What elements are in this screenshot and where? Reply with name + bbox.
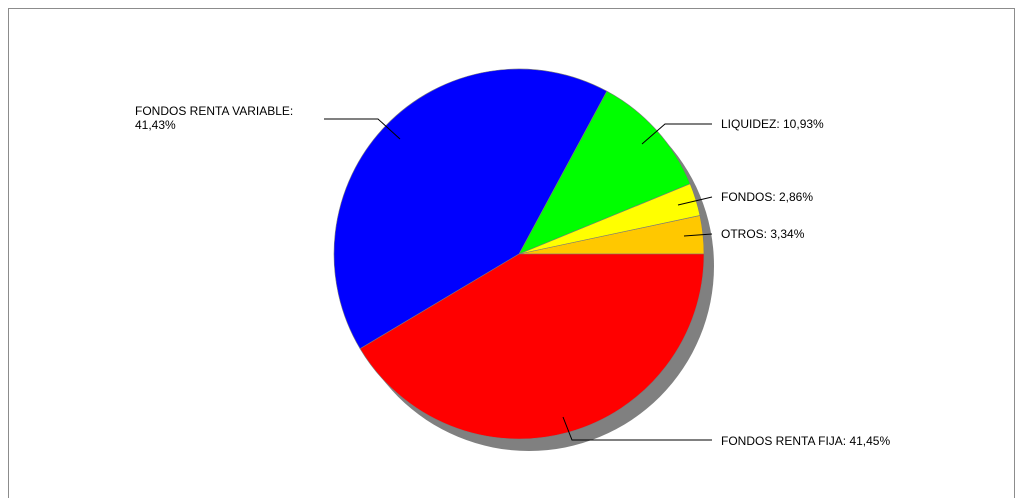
slice-label-otros: OTROS: 3,34% [721, 227, 805, 241]
slice-label-fondos-renta-variable: FONDOS RENTA VARIABLE: 41,43% [135, 104, 293, 132]
pie-slices [333, 68, 705, 440]
pie-slice-liquidez [518, 90, 691, 255]
leader-line-fondos [677, 196, 713, 206]
pie-slice-fondos-renta-fija [359, 253, 705, 440]
slice-label-liquidez: LIQUIDEZ: 10,93% [721, 117, 824, 131]
leader-line-liquidez [641, 123, 712, 145]
pie-labels: OTROS: 3,34% FONDOS: 2,86% LIQUIDEZ: 10,93… [135, 104, 890, 448]
slice-label-fondos: FONDOS: 2,86% [721, 190, 813, 204]
leader-line-otros [683, 233, 713, 237]
slice-label-fondos-renta-fija: FONDOS RENTA FIJA: 41,45% [721, 434, 890, 448]
leader-line-fondos-renta-fija [562, 416, 712, 441]
leader-line-fondos-renta-variable [324, 118, 401, 140]
